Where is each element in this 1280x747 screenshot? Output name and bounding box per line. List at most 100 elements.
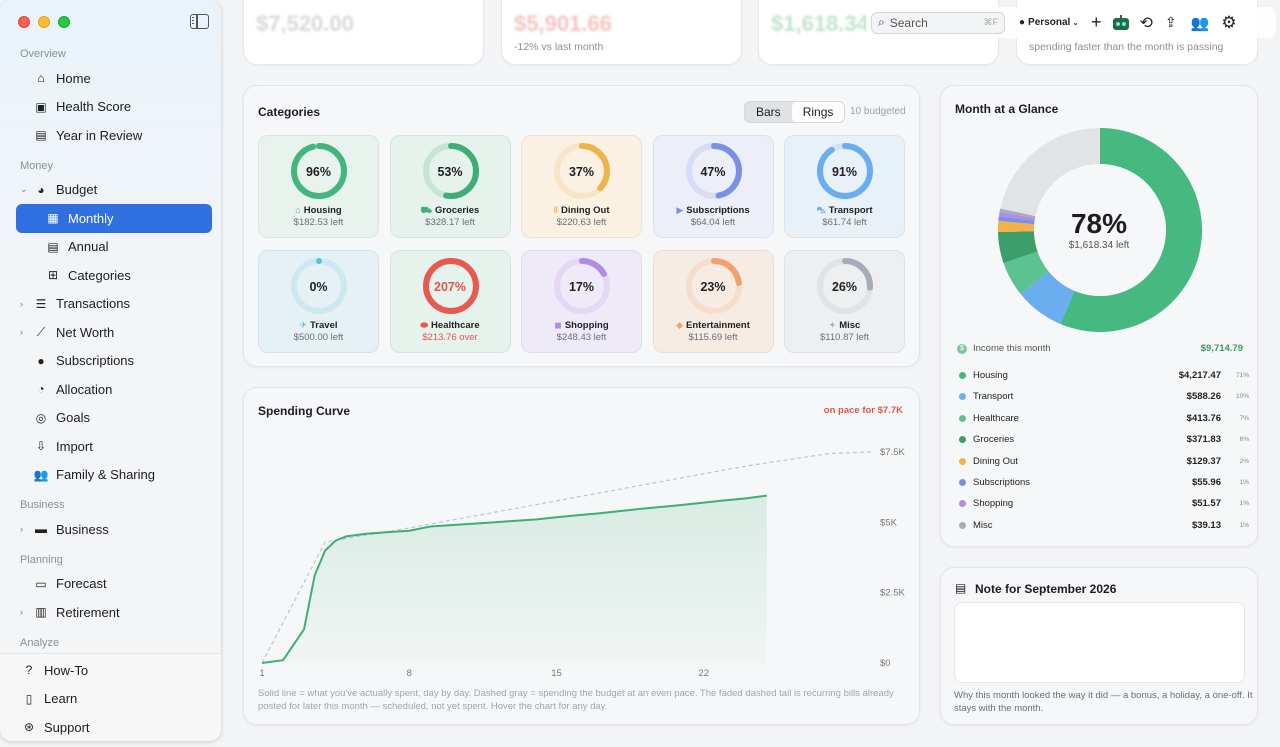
currency-history-icon[interactable]: ⟲ [1139,14,1153,32]
legend-row-misc[interactable]: Misc $39.13 1% [959,515,1249,536]
sidebar-toggle-icon[interactable] [190,14,209,29]
chevron-down-icon[interactable]: ⌄ [20,184,28,195]
people-icon[interactable]: 👥 [1190,14,1210,32]
even-pace-line [261,451,873,664]
card-title: Spending Curve [258,404,351,418]
sidebar-item-budget[interactable]: ⌄ ◕ Budget [0,176,221,205]
toggle-rings[interactable]: Rings [791,102,845,122]
sidebar-item-business[interactable]: › ▬ Business [0,515,221,544]
pace-indicator: on pace for $7.7K [823,405,903,416]
spending-chart[interactable]: $0 $2.5K $5K $7.5K 1 8 15 22 [244,388,921,688]
card-title: Month at a Glance [955,102,1059,116]
ring-progress [291,143,347,199]
legend-row-shopping[interactable]: Shopping $51.57 1% [959,493,1249,514]
legend-row-subscriptions[interactable]: Subscriptions $55.96 1% [959,472,1249,493]
category-tile-groceries[interactable]: 53% ⛟ Groceries $328.17 left [389,135,511,238]
legend-dot [959,414,966,422]
category-percent: 0% [309,280,328,294]
ring-progress [291,258,347,314]
sidebar-item-net-worth[interactable]: › ⟋ Net Worth [0,318,221,347]
category-remaining: $64.04 left [690,217,736,228]
donut-slice [999,208,1036,219]
sidebar-item-health-score[interactable]: ▣ Health Score [0,93,221,122]
ring-progress [685,143,742,199]
legend-row-dining-out[interactable]: Dining Out $129.37 2% [959,451,1249,472]
calendar-icon: ▦ [47,211,59,226]
category-remaining: $500.00 left [293,332,344,343]
sidebar-item-year-in-review[interactable]: ▤ Year in Review [0,121,221,150]
sidebar-item-monthly[interactable]: ▦ Monthly [16,204,212,233]
summary-subtext: spending faster than the month is passin… [1029,41,1224,53]
gear-icon[interactable]: ⚙ [1221,12,1237,32]
donut-slice [998,231,1038,264]
sidebar-footer: ? How-To ▯ Learn ⊛ Support [0,653,221,741]
profile-switcher-button[interactable]: ● Personal ⌄ [1019,12,1079,34]
category-tile-shopping[interactable]: 17% ◼ Shopping $248.43 left [521,250,642,353]
toggle-bars[interactable]: Bars [745,102,792,122]
sidebar-item-family-sharing[interactable]: 👥 Family & Sharing [0,461,221,490]
assistant-icon[interactable] [1112,12,1130,34]
ring-progress [554,143,610,199]
category-name: ⛍ Transport [816,205,873,216]
category-tile-travel[interactable]: 0% ✈ Travel $500.00 left [258,250,379,353]
sidebar-item-import[interactable]: ⇩ Import [0,432,221,461]
category-percent: 96% [305,165,332,179]
card-title: Note for September 2026 [975,582,1117,596]
y-tick-label: $5K [880,517,898,528]
chevron-right-icon[interactable]: › [20,607,23,618]
add-button[interactable]: + [1091,12,1102,32]
summary-value: $1,618.34 [771,11,869,36]
category-percent: 23% [700,280,726,294]
sidebar-item-allocation[interactable]: ◔ Allocation [0,375,221,404]
toolbar: ⌕ Search ⌘F ● Personal ⌄ + ⟲ ⇪ 👥 ⚙ [866,7,1276,38]
category-remaining: $182.53 left [293,217,344,228]
ring-progress [554,258,610,314]
category-tile-transport[interactable]: 91% ⛍ Transport $61.74 left [784,135,905,238]
sidebar-item-label: How-To [44,662,89,678]
sidebar-item-transactions[interactable]: › ☰ Transactions [0,290,221,319]
spending-donut-chart[interactable] [941,116,1259,366]
legend-row-transport[interactable]: Transport $588.26 10% [959,386,1249,407]
sidebar-item-subscriptions[interactable]: ● Subscriptions [0,347,221,376]
spent-area [262,495,767,663]
legend-percent: 71% [1235,372,1249,379]
legend-row-healthcare[interactable]: Healthcare $413.76 7% [959,408,1249,429]
subscriptions-icon: ● [37,353,45,368]
search-input[interactable]: ⌕ Search ⌘F [871,11,1005,34]
map-icon: ▥ [35,605,47,620]
zoom-window-button[interactable] [58,16,70,28]
category-tile-misc[interactable]: 26% ✦ Misc $110.87 left [784,250,905,353]
sidebar-item-forecast[interactable]: ▭ Forecast [0,570,221,599]
sidebar-item-label: Net Worth [56,324,115,340]
category-tile-entertainment[interactable]: 23% ◆ Entertainment $115.69 left [652,250,774,353]
legend-name: Healthcare [973,412,1019,424]
category-tile-dining-out[interactable]: 37% ǁ Dining Out $220.63 left [521,135,642,238]
chevron-right-icon[interactable]: › [20,298,23,309]
minimize-window-button[interactable] [38,16,50,28]
chevron-right-icon[interactable]: › [20,524,23,535]
share-icon[interactable]: ⇪ [1164,14,1177,30]
close-window-button[interactable] [18,16,30,28]
sidebar-item-retirement[interactable]: › ▥ Retirement [0,598,221,627]
chart-explanation: Solid line = what you've actually spent,… [258,688,894,712]
legend-row-housing[interactable]: Housing $4,217.47 71% [959,365,1249,386]
sidebar-item-categories[interactable]: ⊞ Categories [0,261,221,290]
sidebar-item-annual[interactable]: ▤ Annual [0,233,221,262]
progress-ring [685,258,742,314]
legend-row-groceries[interactable]: Groceries $371.83 6% [959,429,1249,450]
line-chart-icon: ⟋ [36,324,46,339]
lifebuoy-icon: ⊛ [23,720,35,735]
sidebar-item-goals[interactable]: ◎ Goals [0,404,221,433]
category-tile-subscriptions[interactable]: 47% ▶ Subscriptions $64.04 left [652,135,774,238]
category-tile-healthcare[interactable]: 207% ⬬ Healthcare $213.76 over [389,250,511,353]
donut-slice [1020,271,1075,325]
bag-icon: ◼ [554,320,562,330]
sidebar-item-support[interactable]: ⊛ Support [0,713,221,741]
sidebar-item-how-to[interactable]: ? How-To [0,656,221,685]
chevron-right-icon[interactable]: › [20,327,23,338]
sidebar-item-home[interactable]: ⌂ Home [0,64,221,93]
sidebar-item-learn[interactable]: ▯ Learn [0,685,221,714]
category-tile-housing[interactable]: 96% ⌂ Housing $182.53 left [258,135,379,238]
note-textarea[interactable] [954,602,1245,683]
donut-slice [998,216,1035,225]
